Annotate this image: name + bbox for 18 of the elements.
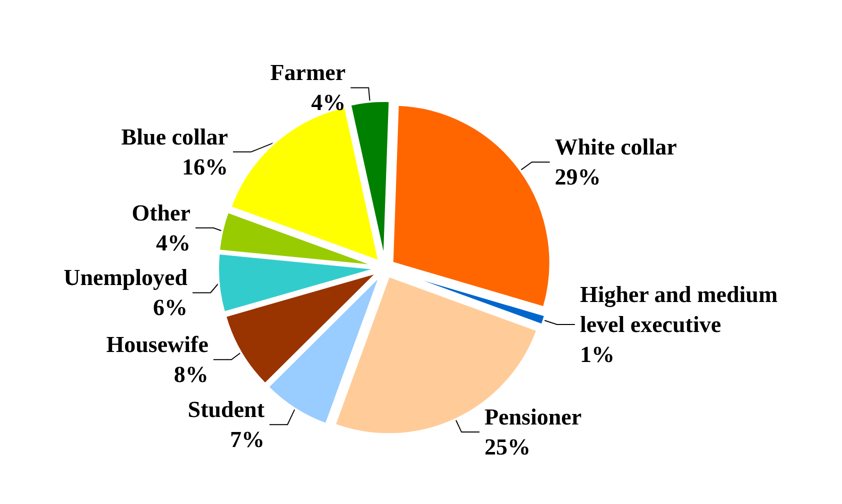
slice-label: Farmer — [270, 60, 346, 86]
data-label: 4% — [311, 90, 346, 116]
data-label: 29% — [554, 164, 601, 190]
slice-label: Housewife — [106, 332, 208, 358]
slice-label: White collar — [554, 134, 677, 160]
data-label: 6% — [153, 295, 188, 320]
data-label: 16% — [182, 154, 228, 180]
slice-label: Blue collar — [121, 124, 228, 150]
data-label: 8% — [174, 362, 208, 388]
data-label: 4% — [156, 230, 190, 256]
slice-label: Unemployed — [64, 265, 188, 290]
slice-label: Student — [188, 397, 265, 422]
slice-label: Other — [132, 200, 190, 226]
data-label: 25% — [484, 434, 530, 460]
slice-label: Higher and medium level executive — [580, 282, 784, 338]
data-label: 1% — [580, 342, 614, 368]
slice-label: Pensioner — [484, 404, 582, 430]
data-label: 7% — [230, 427, 264, 452]
